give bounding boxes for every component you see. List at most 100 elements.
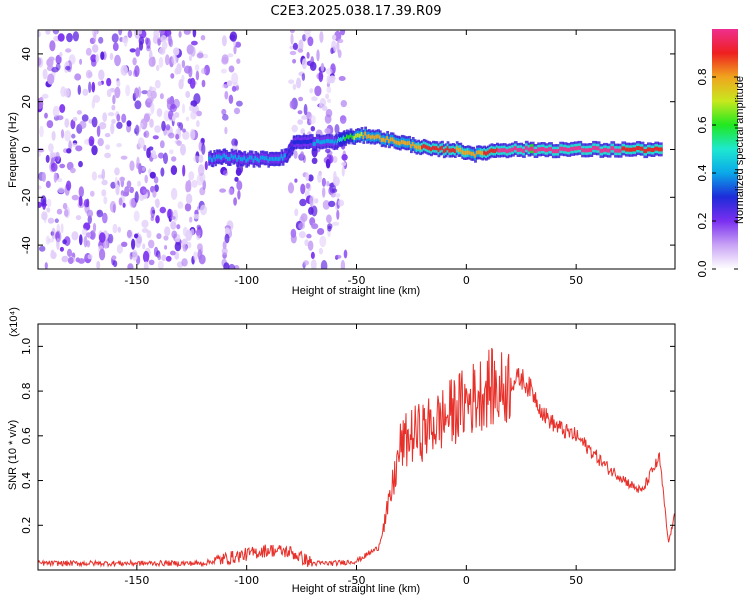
noise-blob	[121, 241, 128, 247]
y-tick-label: 0.4	[20, 472, 33, 490]
noise-blob	[55, 230, 62, 243]
noise-blob	[91, 99, 96, 109]
ridge-core	[453, 149, 457, 153]
ridge-core	[386, 136, 389, 140]
noise-blob	[156, 108, 163, 117]
colorbar-tick-label: 0.0	[696, 260, 709, 278]
noise-blob	[59, 104, 66, 113]
noise-blob	[233, 107, 241, 115]
ridge-core	[485, 151, 488, 156]
ridge-core	[384, 138, 388, 143]
noise-blob	[92, 44, 99, 53]
noise-blob	[290, 33, 294, 45]
ridge-core	[209, 155, 212, 160]
noise-blob	[185, 116, 190, 122]
ridge-core	[329, 139, 334, 144]
noise-blob	[101, 189, 107, 197]
ridge-core	[439, 146, 443, 151]
ridge-core	[254, 156, 258, 160]
noise-blob	[237, 190, 241, 200]
ridge-core	[306, 140, 311, 144]
noise-blob	[224, 90, 229, 100]
ridge-core	[299, 140, 304, 145]
ridge-core	[426, 145, 430, 150]
ridge-core	[497, 148, 502, 153]
ridge-core	[388, 139, 391, 144]
noise-blob	[330, 47, 334, 55]
noise-blob	[148, 239, 155, 249]
ridge-core	[502, 148, 507, 153]
noise-blob	[121, 113, 127, 124]
noise-blob	[91, 59, 97, 67]
ridge-core	[588, 148, 594, 152]
noise-blob	[314, 85, 322, 97]
ridge-core	[488, 149, 492, 154]
noise-blob	[51, 66, 59, 73]
noise-blob	[236, 180, 243, 191]
ridge-core	[625, 147, 630, 152]
noise-blob	[332, 156, 338, 163]
noise-blob	[112, 94, 116, 105]
ridge-core	[400, 139, 404, 144]
noise-blob	[222, 170, 228, 177]
noise-blob	[300, 128, 306, 135]
noise-blob	[335, 254, 342, 259]
ridge-core	[459, 147, 463, 152]
noise-blob	[314, 198, 319, 204]
noise-blob	[222, 114, 229, 121]
ridge-core	[513, 146, 518, 151]
noise-blob	[50, 251, 57, 260]
noise-blob	[75, 145, 83, 152]
noise-blob	[91, 81, 96, 93]
noise-blob	[305, 182, 311, 189]
spectrogram-x-ticks: -150 -100 -50 0 50	[124, 30, 583, 287]
x-tick-label: 0	[463, 574, 470, 587]
ridge-core	[463, 151, 466, 155]
noise-blob	[90, 190, 95, 197]
noise-blob	[326, 86, 332, 94]
noise-blob	[224, 233, 230, 244]
snr-x-ticks: -150 -100 -50 0 50	[124, 324, 583, 587]
noise-blob	[235, 85, 240, 91]
noise-blob	[104, 152, 111, 159]
noise-blob	[170, 215, 176, 220]
noise-blob	[141, 219, 149, 228]
ridge-core	[280, 154, 284, 159]
ridge-core	[319, 140, 324, 145]
noise-blob	[71, 133, 76, 139]
noise-blob	[318, 71, 324, 83]
noise-blob	[322, 187, 326, 198]
noise-blob	[224, 126, 228, 135]
noise-blob	[182, 243, 188, 252]
noise-blob	[229, 31, 238, 42]
noise-blob	[299, 231, 306, 239]
noise-blob	[45, 154, 50, 163]
noise-blob	[156, 233, 162, 240]
noise-blob	[91, 116, 98, 128]
noise-blob	[116, 143, 122, 148]
noise-blob	[296, 77, 302, 89]
noise-blob	[134, 191, 139, 203]
noise-blob	[102, 212, 108, 224]
noise-blob	[311, 96, 318, 102]
noise-blob	[154, 79, 161, 89]
noise-blob	[59, 246, 64, 252]
noise-blob	[171, 230, 178, 239]
noise-blob	[41, 172, 47, 182]
ridge-core	[277, 157, 281, 162]
noise-blob	[114, 54, 121, 67]
noise-blob	[110, 181, 116, 189]
noise-blob	[325, 68, 333, 75]
ridge-core	[397, 140, 400, 145]
noise-blob	[309, 195, 315, 207]
ridge-core	[551, 149, 557, 154]
noise-blob	[176, 224, 181, 230]
noise-blob	[188, 65, 193, 78]
noise-blob	[149, 171, 156, 179]
noise-blob	[320, 62, 325, 72]
noise-blob	[136, 236, 142, 244]
noise-blob	[340, 259, 346, 269]
noise-blob	[103, 239, 109, 249]
ridge-core	[432, 145, 435, 150]
noise-blob	[223, 262, 230, 269]
